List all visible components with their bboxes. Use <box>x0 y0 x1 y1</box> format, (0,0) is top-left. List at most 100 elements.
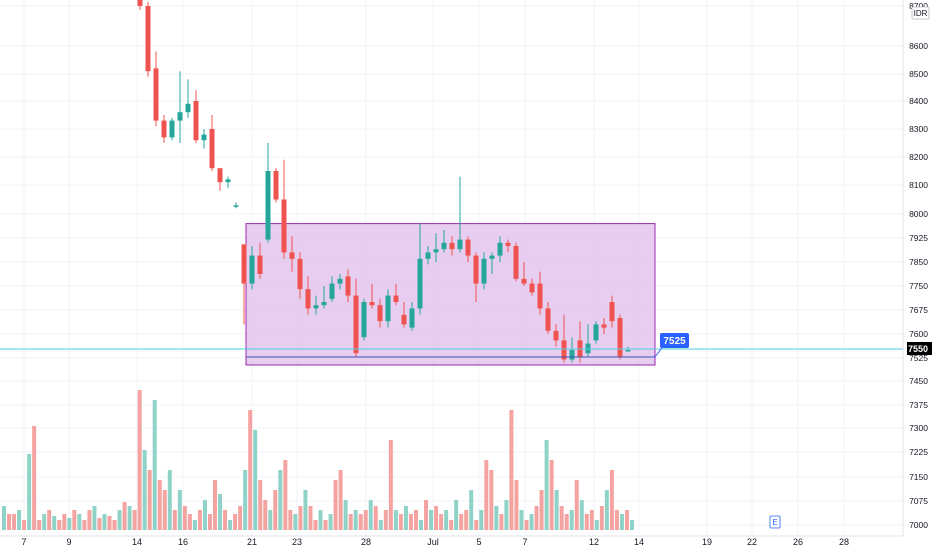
volume-bar <box>574 480 579 530</box>
volume-bar <box>529 514 534 530</box>
y-tick-label: 8500 <box>909 69 928 79</box>
candle-body <box>385 295 391 322</box>
candle-body <box>473 255 479 284</box>
volume-bar <box>298 506 303 530</box>
y-tick-label: 7150 <box>909 472 928 482</box>
volume-bar <box>413 510 418 530</box>
volume-bar <box>47 510 52 530</box>
volume-bar <box>564 514 569 530</box>
volume-bar <box>107 516 112 530</box>
candle-body <box>497 242 503 256</box>
candle-body <box>433 249 439 253</box>
volume-bar <box>343 500 348 530</box>
x-axis: 7 9 14 16 21 23 28 Jul 5 7 12 14 19 22 26 28 <box>0 535 903 547</box>
volume-bar <box>338 470 343 530</box>
volume-bar <box>469 490 474 530</box>
volume-bar <box>464 510 469 530</box>
volume-bar <box>358 514 363 530</box>
event-marker <box>769 515 781 529</box>
volume-bar <box>273 490 278 530</box>
volume-bar <box>368 500 373 530</box>
volume-bar <box>293 514 298 530</box>
candle-body <box>393 295 399 302</box>
volume-bar <box>509 410 514 530</box>
volume-bar <box>544 440 549 530</box>
y-tick-label: 7525 <box>909 353 928 363</box>
volume-bar <box>494 506 499 530</box>
candle-body <box>153 68 159 121</box>
volume-bar <box>474 520 479 530</box>
volume-bar <box>7 514 12 530</box>
candle-body <box>481 258 487 284</box>
candle-body <box>265 171 271 240</box>
candle-body <box>593 324 599 341</box>
x-tick-label: 9 <box>66 537 71 547</box>
candle-body <box>297 258 303 290</box>
candle-body <box>145 6 151 72</box>
current-price-badge <box>907 342 932 355</box>
volume-bar <box>213 480 218 530</box>
volume-bar <box>157 480 162 530</box>
volume-bar <box>459 514 464 530</box>
candle-body <box>353 295 359 354</box>
volume-bar <box>444 510 449 530</box>
candle-body <box>345 276 351 296</box>
candle-body <box>585 343 591 354</box>
y-tick-label: 8000 <box>909 209 928 219</box>
volume-bar <box>499 514 504 530</box>
volume-bar <box>243 470 248 530</box>
volume-bar <box>87 510 92 530</box>
volume-bar <box>27 454 32 530</box>
volume-bar <box>579 500 584 530</box>
volume-bar <box>408 514 413 530</box>
volume-bar <box>383 510 388 530</box>
volume-bar <box>263 500 268 530</box>
volume-bars <box>2 390 634 530</box>
candle-body <box>289 252 295 259</box>
x-tick-label: 19 <box>702 537 712 547</box>
volume-bar <box>434 506 439 530</box>
volume-bar <box>589 510 594 530</box>
volume-bar <box>22 520 27 530</box>
volume-bar <box>283 460 288 530</box>
candles <box>137 0 631 363</box>
candle-body <box>505 242 511 246</box>
candle-body <box>329 283 335 299</box>
volume-bar <box>479 510 484 530</box>
volume-bar <box>449 520 454 530</box>
volume-bar <box>549 460 554 530</box>
candle-body <box>401 314 407 325</box>
y-tick-label: 7450 <box>909 376 928 386</box>
volume-bar <box>524 520 529 530</box>
candle-body <box>577 340 583 357</box>
volume-bar <box>167 470 172 530</box>
x-tick-label: 22 <box>747 537 757 547</box>
x-tick-label: 28 <box>839 537 849 547</box>
candle-body <box>305 289 311 309</box>
volume-bar <box>122 502 127 530</box>
volume-bar <box>424 500 429 530</box>
candle-body <box>609 302 615 322</box>
candle-body <box>185 103 191 113</box>
candle-body <box>209 129 215 169</box>
candle-body <box>377 305 383 322</box>
candle-body <box>489 255 495 259</box>
volume-bar <box>147 470 152 530</box>
volume-bar <box>630 520 634 530</box>
x-tick-label: Jul <box>427 537 439 547</box>
candle-body <box>201 134 207 141</box>
y-tick-label: 7675 <box>909 305 928 315</box>
y-tick-label: 7375 <box>909 400 928 410</box>
y-tick-label: 8400 <box>909 96 928 106</box>
x-tick-label: 12 <box>589 537 599 547</box>
volume-bar <box>127 506 132 530</box>
volume-bar <box>388 440 393 530</box>
x-tick-label: 7 <box>21 537 26 547</box>
x-tick-label: 21 <box>247 537 257 547</box>
volume-bar <box>614 510 619 530</box>
volume-bar <box>102 514 107 530</box>
candle-body <box>569 350 575 360</box>
volume-bar <box>514 480 519 530</box>
candle-body <box>521 278 527 284</box>
